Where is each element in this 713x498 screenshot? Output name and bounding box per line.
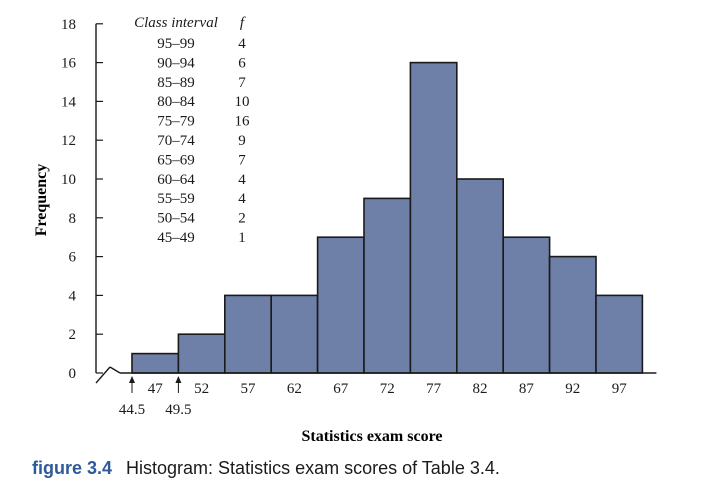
figure-caption: figure 3.4 Histogram: Statistics exam sco… <box>32 458 500 479</box>
x-tick-label-52: 52 <box>194 381 209 397</box>
table-f-2: 7 <box>238 75 246 91</box>
table-f-1: 6 <box>238 55 246 71</box>
x-axis: 47 52 57 62 67 72 77 82 87 92 97 44.5 49.5 <box>95 366 657 418</box>
boundary-label-44.5: 44.5 <box>119 402 145 418</box>
bar-77 <box>409 61 458 374</box>
table-f-3: 10 <box>235 94 250 110</box>
x-tick-label-67: 67 <box>333 381 349 397</box>
table-f-4: 16 <box>235 114 251 130</box>
y-tick-label-12: 12 <box>61 133 76 149</box>
y-axis-label: Frequency <box>33 164 50 237</box>
caption-text: Histogram: Statistics exam scores of Tab… <box>126 458 500 478</box>
x-tick-label-72: 72 <box>380 381 395 397</box>
y-tick-label-2: 2 <box>69 327 77 343</box>
x-tick-label-57: 57 <box>241 381 257 397</box>
table-interval-2: 85–89 <box>157 75 195 91</box>
y-tick-label-18: 18 <box>61 17 76 33</box>
table-interval-10: 45–49 <box>157 230 195 246</box>
x-axis-label: Statistics exam score <box>302 428 443 445</box>
axis-break-mark-left <box>95 366 111 384</box>
y-tick-label-6: 6 <box>69 250 77 266</box>
x-tick-label-77: 77 <box>426 381 442 397</box>
bar-47 <box>131 352 180 374</box>
y-tick-label-0: 0 <box>69 366 77 382</box>
table-f-5: 9 <box>238 133 246 149</box>
bar-62 <box>270 294 319 374</box>
table-interval-0: 95–99 <box>157 36 195 52</box>
bar-92 <box>548 255 597 374</box>
table-interval-4: 75–79 <box>157 114 195 130</box>
bar-72 <box>363 197 412 374</box>
bar-52 <box>177 333 226 374</box>
bar-97 <box>595 294 644 374</box>
table-interval-9: 50–54 <box>157 211 195 227</box>
table-interval-1: 90–94 <box>157 55 195 71</box>
x-tick-label-97: 97 <box>612 381 628 397</box>
table-interval-3: 80–84 <box>157 94 195 110</box>
y-tick-label-16: 16 <box>61 56 77 72</box>
boundary-arrow-head-49.5 <box>175 376 182 383</box>
y-tick-label-4: 4 <box>69 288 77 304</box>
x-tick-label-92: 92 <box>565 381 580 397</box>
x-tick-label-87: 87 <box>519 381 535 397</box>
x-tick-label-47: 47 <box>148 381 164 397</box>
x-tick-label-82: 82 <box>473 381 488 397</box>
table-header-f: f <box>240 15 246 31</box>
y-tick-label-8: 8 <box>69 211 77 227</box>
table-header-interval: Class interval <box>134 15 218 31</box>
table-interval-7: 60–64 <box>157 172 195 188</box>
boundary-arrow-head-44.5 <box>129 376 135 383</box>
table-f-7: 4 <box>238 172 246 188</box>
axis-break-mark-right <box>109 366 121 374</box>
table-f-9: 2 <box>238 211 246 227</box>
y-tick-label-10: 10 <box>61 172 76 188</box>
bar-82 <box>455 178 504 374</box>
y-axis: 0 2 4 6 8 10 12 14 16 18 <box>61 17 103 382</box>
bar-57 <box>224 294 273 374</box>
bars-group <box>131 61 644 374</box>
table-f-0: 4 <box>238 36 246 52</box>
x-tick-label-62: 62 <box>287 381 302 397</box>
table-f-10: 1 <box>238 230 246 246</box>
bar-87 <box>502 236 551 374</box>
table-interval-8: 55–59 <box>157 191 195 207</box>
bar-67 <box>316 236 365 374</box>
table-interval-5: 70–74 <box>157 133 195 149</box>
table-interval-6: 65–69 <box>157 152 195 168</box>
table-f-8: 4 <box>238 191 246 207</box>
figure-number: figure 3.4 <box>32 458 113 478</box>
boundary-label-49.5: 49.5 <box>165 402 191 418</box>
frequency-table: Class interval f 95–99 4 90–94 6 85–89 7 80–84 10… <box>134 15 250 246</box>
y-tick-label-14: 14 <box>61 94 77 110</box>
table-f-6: 7 <box>238 152 246 168</box>
